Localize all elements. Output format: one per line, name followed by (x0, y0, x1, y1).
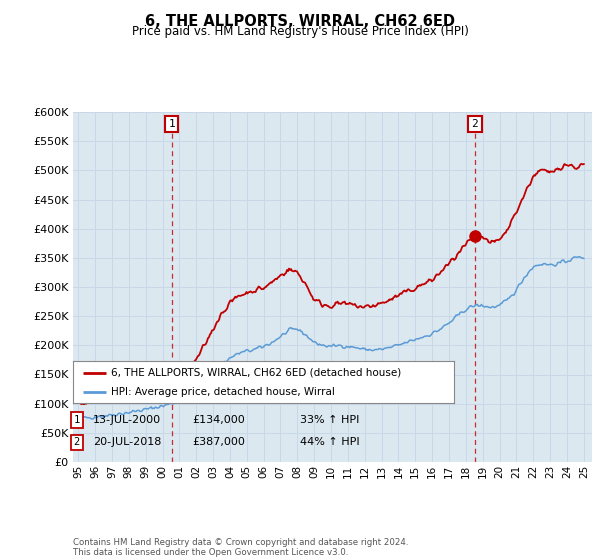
Text: 6, THE ALLPORTS, WIRRAL, CH62 6ED: 6, THE ALLPORTS, WIRRAL, CH62 6ED (145, 14, 455, 29)
Text: HPI: Average price, detached house, Wirral: HPI: Average price, detached house, Wirr… (112, 387, 335, 397)
Text: 2: 2 (74, 437, 80, 447)
Text: 6, THE ALLPORTS, WIRRAL, CH62 6ED (detached house): 6, THE ALLPORTS, WIRRAL, CH62 6ED (detac… (112, 367, 401, 377)
Text: Price paid vs. HM Land Registry's House Price Index (HPI): Price paid vs. HM Land Registry's House … (131, 25, 469, 38)
Text: 33% ↑ HPI: 33% ↑ HPI (300, 415, 359, 425)
Text: 2: 2 (472, 119, 478, 129)
Text: Contains HM Land Registry data © Crown copyright and database right 2024.
This d: Contains HM Land Registry data © Crown c… (73, 538, 409, 557)
Text: 1: 1 (74, 415, 80, 425)
Text: 20-JUL-2018: 20-JUL-2018 (93, 437, 161, 447)
Text: 44% ↑ HPI: 44% ↑ HPI (300, 437, 359, 447)
Text: £134,000: £134,000 (192, 415, 245, 425)
Text: £387,000: £387,000 (192, 437, 245, 447)
Text: 13-JUL-2000: 13-JUL-2000 (93, 415, 161, 425)
Text: 1: 1 (168, 119, 175, 129)
